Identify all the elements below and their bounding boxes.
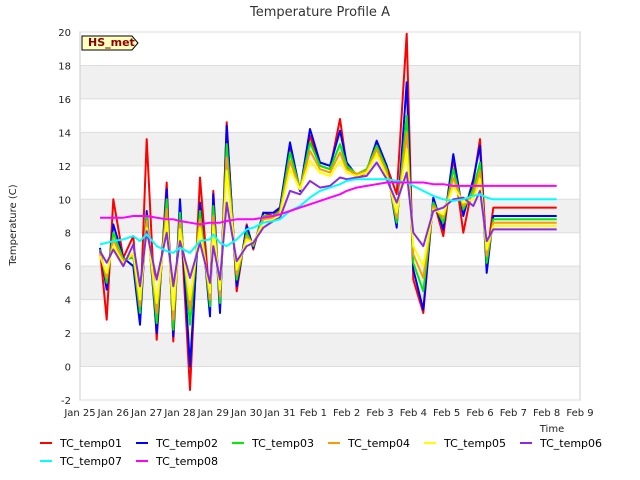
y-axis-label: Temperature (C): [8, 184, 19, 266]
series-lines: [99, 32, 557, 391]
x-tick-label: Feb 3: [366, 408, 393, 419]
band: [80, 132, 580, 166]
legend-label: TC_temp08: [155, 455, 218, 468]
x-tick-label: Feb 7: [500, 408, 527, 419]
y-tick-label: 20: [58, 28, 71, 39]
y-tick-label: 4: [65, 296, 71, 307]
legend-item: TC_temp06: [520, 437, 602, 450]
legend-item: TC_temp08: [136, 455, 218, 468]
x-tick-labels: Jan 25 Jan 26 Jan 27 Jan 28 Jan 29 Jan 30 Jan …: [63, 408, 593, 419]
legend-item: TC_temp02: [136, 437, 218, 450]
badge-shape: [81, 35, 139, 51]
y-tick-label: 8: [65, 229, 71, 240]
band: [80, 333, 580, 367]
station-badge: HS_met: [81, 35, 139, 51]
y-tick-label: 0: [65, 363, 71, 374]
chart-title: Temperature Profile A: [249, 5, 390, 20]
x-tick-label: Jan 28: [163, 408, 195, 419]
legend-label: TC_temp02: [155, 437, 218, 450]
legend-label: TC_temp01: [59, 437, 122, 450]
series-line-tc_temp08: [100, 181, 557, 226]
legend-label: TC_temp04: [347, 437, 410, 450]
x-tick-label: Feb 2: [333, 408, 360, 419]
legend-item: TC_temp04: [328, 437, 410, 450]
legend-label: TC_temp06: [539, 437, 602, 450]
x-tick-label: Jan 30: [230, 408, 262, 419]
band: [80, 65, 580, 99]
legend-item: TC_temp05: [424, 437, 506, 450]
x-tick-label: Feb 9: [566, 408, 593, 419]
series-line-tc_temp06: [99, 161, 557, 288]
x-tick-label: Feb 6: [466, 408, 493, 419]
x-tick-label: Jan 25: [63, 408, 95, 419]
x-tick-label: Feb 5: [433, 408, 460, 419]
y-tick-label: -2: [61, 396, 71, 407]
series-line-tc_temp07: [99, 178, 557, 254]
y-tick-label: 2: [65, 329, 71, 340]
legend-label: TC_temp05: [443, 437, 506, 450]
badge-label: HS_met: [88, 36, 135, 49]
y-tick-label: 14: [58, 128, 71, 139]
y-tick-label: 10: [58, 195, 71, 206]
x-tick-label: Feb 1: [300, 408, 327, 419]
x-tick-label: Feb 4: [400, 408, 427, 419]
y-tick-label: 12: [58, 162, 71, 173]
x-tick-label: Jan 27: [130, 408, 162, 419]
legend-item: TC_temp07: [40, 455, 122, 468]
x-tick-label: Jan 31: [263, 408, 295, 419]
y-tick-labels: -2 0 2 4 6 8 10 12 14 16 18 20: [58, 28, 71, 407]
x-tick-label: Jan 29: [197, 408, 229, 419]
series-line-tc_temp05: [99, 148, 557, 311]
y-tick-label: 16: [58, 95, 71, 106]
x-tick-label: Feb 8: [533, 408, 560, 419]
y-tick-label: 18: [58, 61, 71, 72]
legend: TC_temp01 TC_temp02 TC_temp03 TC_temp04 TC_t…: [40, 437, 602, 468]
legend-item: TC_temp01: [40, 437, 122, 450]
y-tick-label: 6: [65, 262, 71, 273]
x-axis-label: Time: [539, 424, 564, 435]
background-bands: [80, 65, 580, 367]
x-tick-label: Jan 26: [97, 408, 129, 419]
legend-item: TC_temp03: [232, 437, 314, 450]
legend-label: TC_temp03: [251, 437, 314, 450]
band: [80, 266, 580, 300]
legend-label: TC_temp07: [59, 455, 122, 468]
